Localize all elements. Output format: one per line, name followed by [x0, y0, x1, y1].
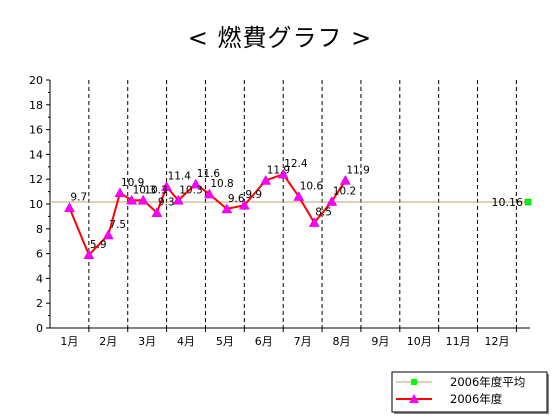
legend-average-label: 2006年度平均 [450, 375, 525, 389]
data-label: 12.4 [284, 158, 308, 170]
data-label: 5.9 [90, 239, 107, 251]
x-tick-label: 4月 [177, 335, 195, 348]
x-tick-label: 10月 [407, 335, 432, 348]
data-label: 9.9 [245, 189, 262, 201]
data-point [293, 191, 305, 201]
x-tick-label: 8月 [332, 335, 350, 348]
data-point [308, 217, 320, 227]
legend-2006-marker [409, 394, 419, 403]
y-tick-label: 10 [29, 198, 43, 211]
y-tick-label: 6 [36, 248, 43, 261]
x-tick-label: 7月 [294, 335, 312, 348]
average-label: 10.16 [492, 196, 524, 209]
data-point [260, 174, 272, 185]
x-tick-label: 11月 [446, 335, 471, 348]
data-point [190, 178, 202, 189]
data-point [277, 168, 289, 179]
data-label: 10.6 [300, 181, 324, 193]
legend-2006-label: 2006年度 [450, 392, 503, 406]
data-label: 10.8 [210, 178, 233, 190]
x-tick-label: 12月 [484, 335, 509, 348]
data-label: 10.2 [333, 186, 356, 198]
data-label: 9.6 [228, 193, 245, 205]
data-point [326, 196, 338, 206]
legend-box [391, 371, 548, 413]
y-tick-label: 12 [29, 173, 43, 186]
data-point [114, 187, 126, 198]
data-point [102, 229, 114, 240]
data-label: 9.3 [158, 197, 175, 209]
chart-title: < 燃費グラフ > [187, 24, 373, 52]
data-point [151, 207, 163, 217]
data-point [172, 194, 184, 205]
data-point [83, 249, 95, 260]
y-tick-label: 4 [36, 272, 43, 285]
data-label: 10.3 [144, 184, 167, 196]
data-label: 11.9 [346, 164, 369, 176]
x-tick-label: 5月 [216, 335, 234, 348]
data-point [64, 202, 75, 212]
data-label: 11.9 [267, 164, 290, 176]
x-tick-label: 9月 [371, 335, 389, 348]
x-tick-label: 6月 [255, 335, 273, 348]
average-marker [524, 198, 532, 206]
data-point [126, 194, 138, 205]
data-point [339, 174, 351, 185]
x-tick-label: 1月 [60, 335, 78, 348]
data-point [203, 188, 215, 199]
x-tick-label: 3月 [138, 335, 156, 348]
data-point [238, 199, 250, 210]
y-tick-label: 18 [29, 99, 43, 112]
y-tick-label: 20 [29, 74, 43, 87]
data-label: 10.9 [121, 177, 144, 189]
data-label: 10.3 [179, 184, 202, 196]
data-point [137, 194, 149, 205]
data-point [221, 203, 233, 214]
data-label: 11.4 [168, 171, 192, 183]
x-tick-label: 2月 [99, 335, 117, 348]
y-tick-label: 8 [36, 223, 43, 236]
data-label: 7.5 [109, 219, 126, 231]
y-tick-label: 14 [29, 148, 43, 161]
data-label: 10.3 [133, 184, 156, 196]
y-tick-label: 2 [36, 297, 43, 310]
data-label: 9.7 [70, 192, 87, 204]
data-label: 8.5 [315, 207, 332, 219]
legend-average-marker [411, 379, 417, 385]
y-tick-label: 16 [29, 124, 43, 137]
data-label: 11.6 [197, 168, 221, 180]
y-tick-label: 0 [36, 322, 43, 335]
data-point [161, 181, 173, 191]
